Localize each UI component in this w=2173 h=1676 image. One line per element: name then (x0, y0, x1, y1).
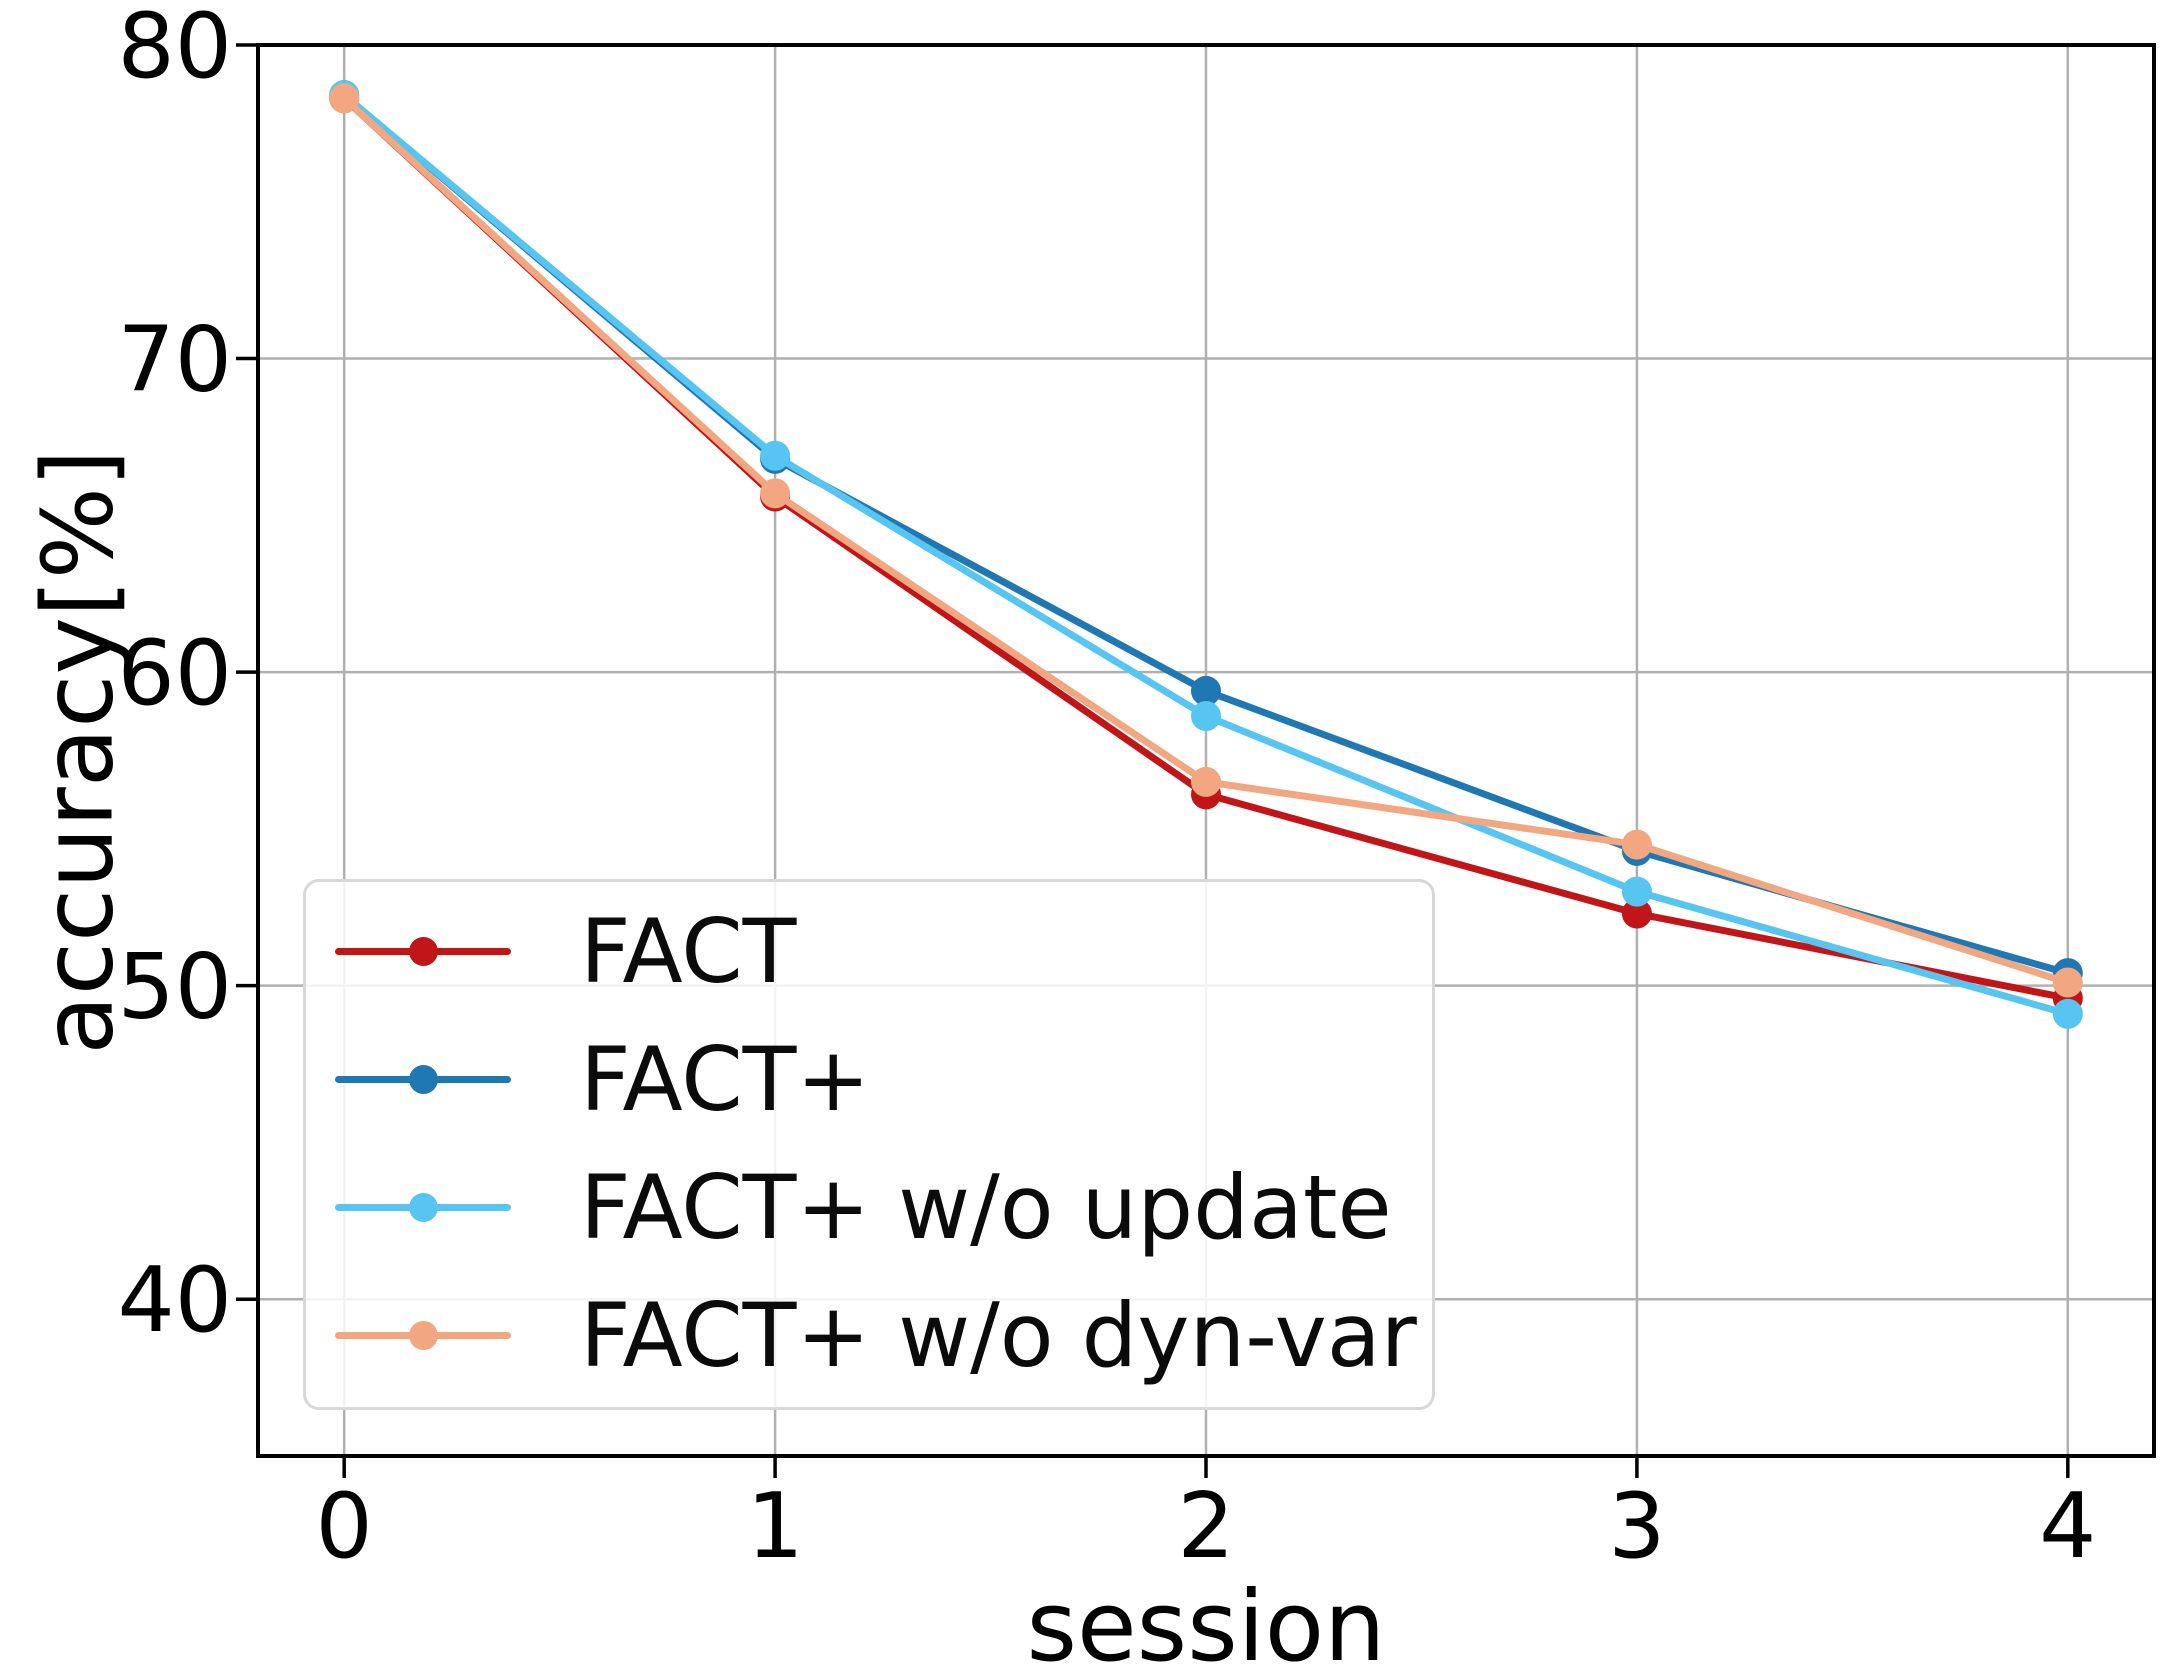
tick-label-layer: 0 1 2 3 4 40 50 60 70 80 (117, 0, 2096, 1579)
x-tick-label: 3 (1608, 1474, 1665, 1579)
data-point-marker (1621, 829, 1652, 860)
data-point-marker (1191, 766, 1221, 797)
legend: FACT FACT+ FACT+ w/o update FACT+ w/o dyn-v… (303, 879, 1435, 1410)
data-point-marker (1191, 701, 1221, 732)
y-tick-label: 80 (117, 0, 232, 99)
legend-marker (408, 936, 438, 966)
data-point-marker (2052, 967, 2083, 998)
y-tick-label: 50 (117, 935, 232, 1040)
legend-line-sample (335, 1192, 511, 1222)
series-layer (329, 80, 2083, 1029)
y-axis-label: accuracy[%] (21, 449, 135, 1055)
data-point-marker (329, 83, 360, 114)
legend-label: FACT+ w/o update (580, 1155, 1392, 1259)
legend-marker (408, 1320, 438, 1350)
legend-item: FACT+ w/o dyn-var (306, 1271, 1432, 1399)
y-tick-label: 60 (117, 621, 232, 726)
axes-layer (236, 43, 2156, 1478)
x-tick-label: 2 (1177, 1474, 1234, 1579)
legend-line-sample (335, 1064, 511, 1094)
data-point-marker (760, 440, 791, 471)
y-tick-label: 70 (117, 308, 232, 413)
legend-label: FACT+ (580, 1027, 871, 1131)
data-point-marker (2052, 998, 2083, 1029)
legend-item: FACT+ (306, 1015, 1432, 1143)
x-tick-label: 0 (316, 1474, 373, 1579)
data-point-marker (1621, 898, 1652, 929)
x-axis-label: session (1026, 1570, 1386, 1676)
legend-label: FACT (580, 899, 797, 1003)
legend-item: FACT+ w/o update (306, 1143, 1432, 1271)
data-point-marker (760, 478, 791, 509)
legend-item: FACT (306, 887, 1432, 1015)
x-tick-label: 1 (746, 1474, 803, 1579)
legend-line-sample (335, 1320, 511, 1350)
legend-marker (408, 1064, 438, 1094)
data-point-marker (1621, 876, 1652, 907)
x-tick-label: 4 (2039, 1474, 2096, 1579)
legend-line-sample (335, 936, 511, 966)
y-tick-label: 40 (117, 1248, 232, 1353)
data-point-marker (1191, 675, 1221, 706)
legend-label: FACT+ w/o dyn-var (580, 1283, 1417, 1387)
legend-marker (408, 1192, 438, 1222)
